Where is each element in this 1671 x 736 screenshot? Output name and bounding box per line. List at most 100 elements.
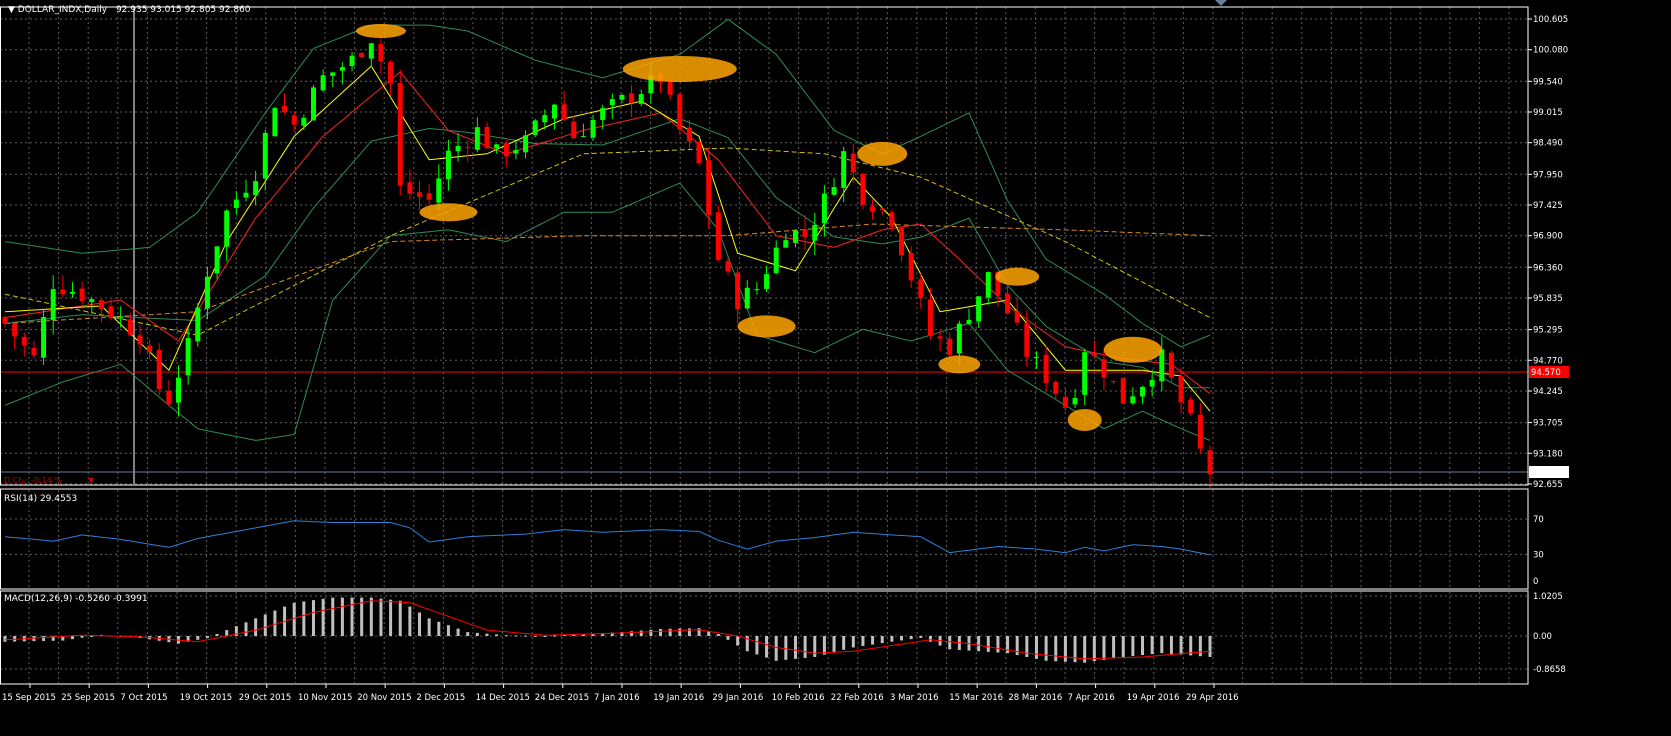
scroll-marker-icon[interactable] (1215, 0, 1227, 6)
x-tick-label: 22 Feb 2016 (831, 693, 884, 703)
candle-body (79, 288, 85, 301)
macd-bar (707, 631, 711, 636)
macd-bar (533, 635, 537, 637)
macd-bar (1208, 636, 1212, 657)
y-tick-label: 93.180 (1533, 449, 1563, 459)
candle-body (783, 240, 789, 248)
ma-slow-yellow (4, 147, 1211, 336)
macd-bar (495, 634, 499, 636)
macd-bar (524, 635, 528, 637)
macd-bar (360, 597, 364, 636)
candle-body (31, 347, 37, 356)
candle-body (50, 289, 56, 321)
macd-bar (418, 612, 422, 636)
x-tick-label: 19 Apr 2016 (1127, 693, 1180, 703)
y-tick-label: 100.080 (1533, 46, 1568, 56)
macd-bar (620, 632, 624, 636)
bollinger-middle (4, 118, 1210, 389)
candle-body (580, 136, 586, 138)
macd-bar (562, 635, 566, 637)
highlight-ellipse (419, 203, 478, 222)
candle-body (224, 210, 230, 247)
candle-body (1033, 356, 1039, 358)
macd-bar (311, 600, 315, 636)
candle-body (792, 230, 798, 243)
macd-bar (822, 636, 826, 655)
x-tick-label: 14 Dec 2015 (476, 693, 530, 703)
candle-body (1053, 381, 1059, 394)
menu-triangle-icon[interactable]: ▼ (8, 5, 18, 15)
macd-bar (639, 630, 643, 636)
axes: 100.605 100.080 99.540 99.015 98.490 97.950 97… (2, 15, 1569, 703)
macd-bar (350, 597, 354, 636)
macd-bar (880, 636, 884, 644)
highlight-ellipse (737, 315, 796, 338)
candle-body (638, 94, 644, 104)
x-tick-label: 28 Mar 2016 (1008, 693, 1062, 703)
candle-body (272, 107, 278, 137)
panel-frame (0, 590, 1529, 685)
candle-body (320, 75, 326, 91)
macd-bar (273, 610, 277, 636)
macd-bar (302, 601, 306, 636)
candle-body (985, 272, 991, 298)
candle-body (185, 338, 191, 376)
candle-body (1091, 352, 1097, 356)
candle-body (927, 299, 933, 336)
macd-bar (1102, 636, 1106, 660)
candle-body (455, 145, 461, 152)
macd-bar (1063, 636, 1067, 662)
macd-bar (408, 606, 412, 636)
candle-body (1082, 352, 1088, 395)
candle-body (513, 150, 519, 154)
candlesticks (2, 36, 1213, 488)
macd-bar (543, 636, 547, 637)
candle-body (870, 206, 876, 212)
rsi-title: RSI(14) 29.4553 (4, 494, 77, 504)
macd-bar (793, 636, 797, 659)
candle-body (686, 127, 692, 142)
ma-slow-orange (4, 223, 1211, 324)
candle-body (1168, 352, 1174, 378)
y-tick-label: 94.770 (1533, 356, 1563, 366)
macd-bar (1179, 636, 1183, 655)
candle-body (629, 93, 635, 103)
candle-body (947, 338, 953, 355)
candle-body (879, 208, 885, 210)
x-tick-label: 10 Feb 2016 (772, 693, 825, 703)
candle-body (1188, 399, 1194, 414)
macd-bar (1169, 636, 1173, 654)
candle-body (889, 212, 895, 227)
macd-bar (51, 636, 55, 641)
candle-body (137, 335, 143, 345)
candle-body (426, 193, 432, 200)
macd-bar (687, 628, 691, 636)
candle-body (600, 108, 606, 120)
macd-bar (437, 621, 441, 636)
macd-bar (3, 636, 7, 642)
macd-bar (1131, 636, 1135, 657)
candle-body (1043, 354, 1049, 383)
macd-bar (1189, 636, 1193, 656)
macd-bar (42, 636, 46, 641)
candle-body (282, 105, 288, 113)
candle-body (1014, 311, 1020, 323)
bollinger-bands (4, 18, 1211, 441)
y-tick-label: 93.705 (1533, 419, 1563, 429)
macd-bar (1083, 636, 1087, 663)
candle-body (368, 43, 374, 59)
candle-body (532, 120, 538, 135)
macd-bar (861, 636, 865, 647)
rsi-panel (4, 520, 1211, 556)
macd-bar (514, 635, 518, 637)
macd-bar (716, 634, 720, 636)
macd-bar (1112, 636, 1116, 659)
x-tick-label: 2 Dec 2015 (416, 693, 465, 703)
candle-body (908, 253, 914, 281)
macd-bar (842, 636, 846, 650)
macd-bar (890, 636, 894, 642)
candle-body (407, 182, 413, 194)
macd-bar (485, 633, 489, 636)
macd-bar (504, 635, 508, 637)
